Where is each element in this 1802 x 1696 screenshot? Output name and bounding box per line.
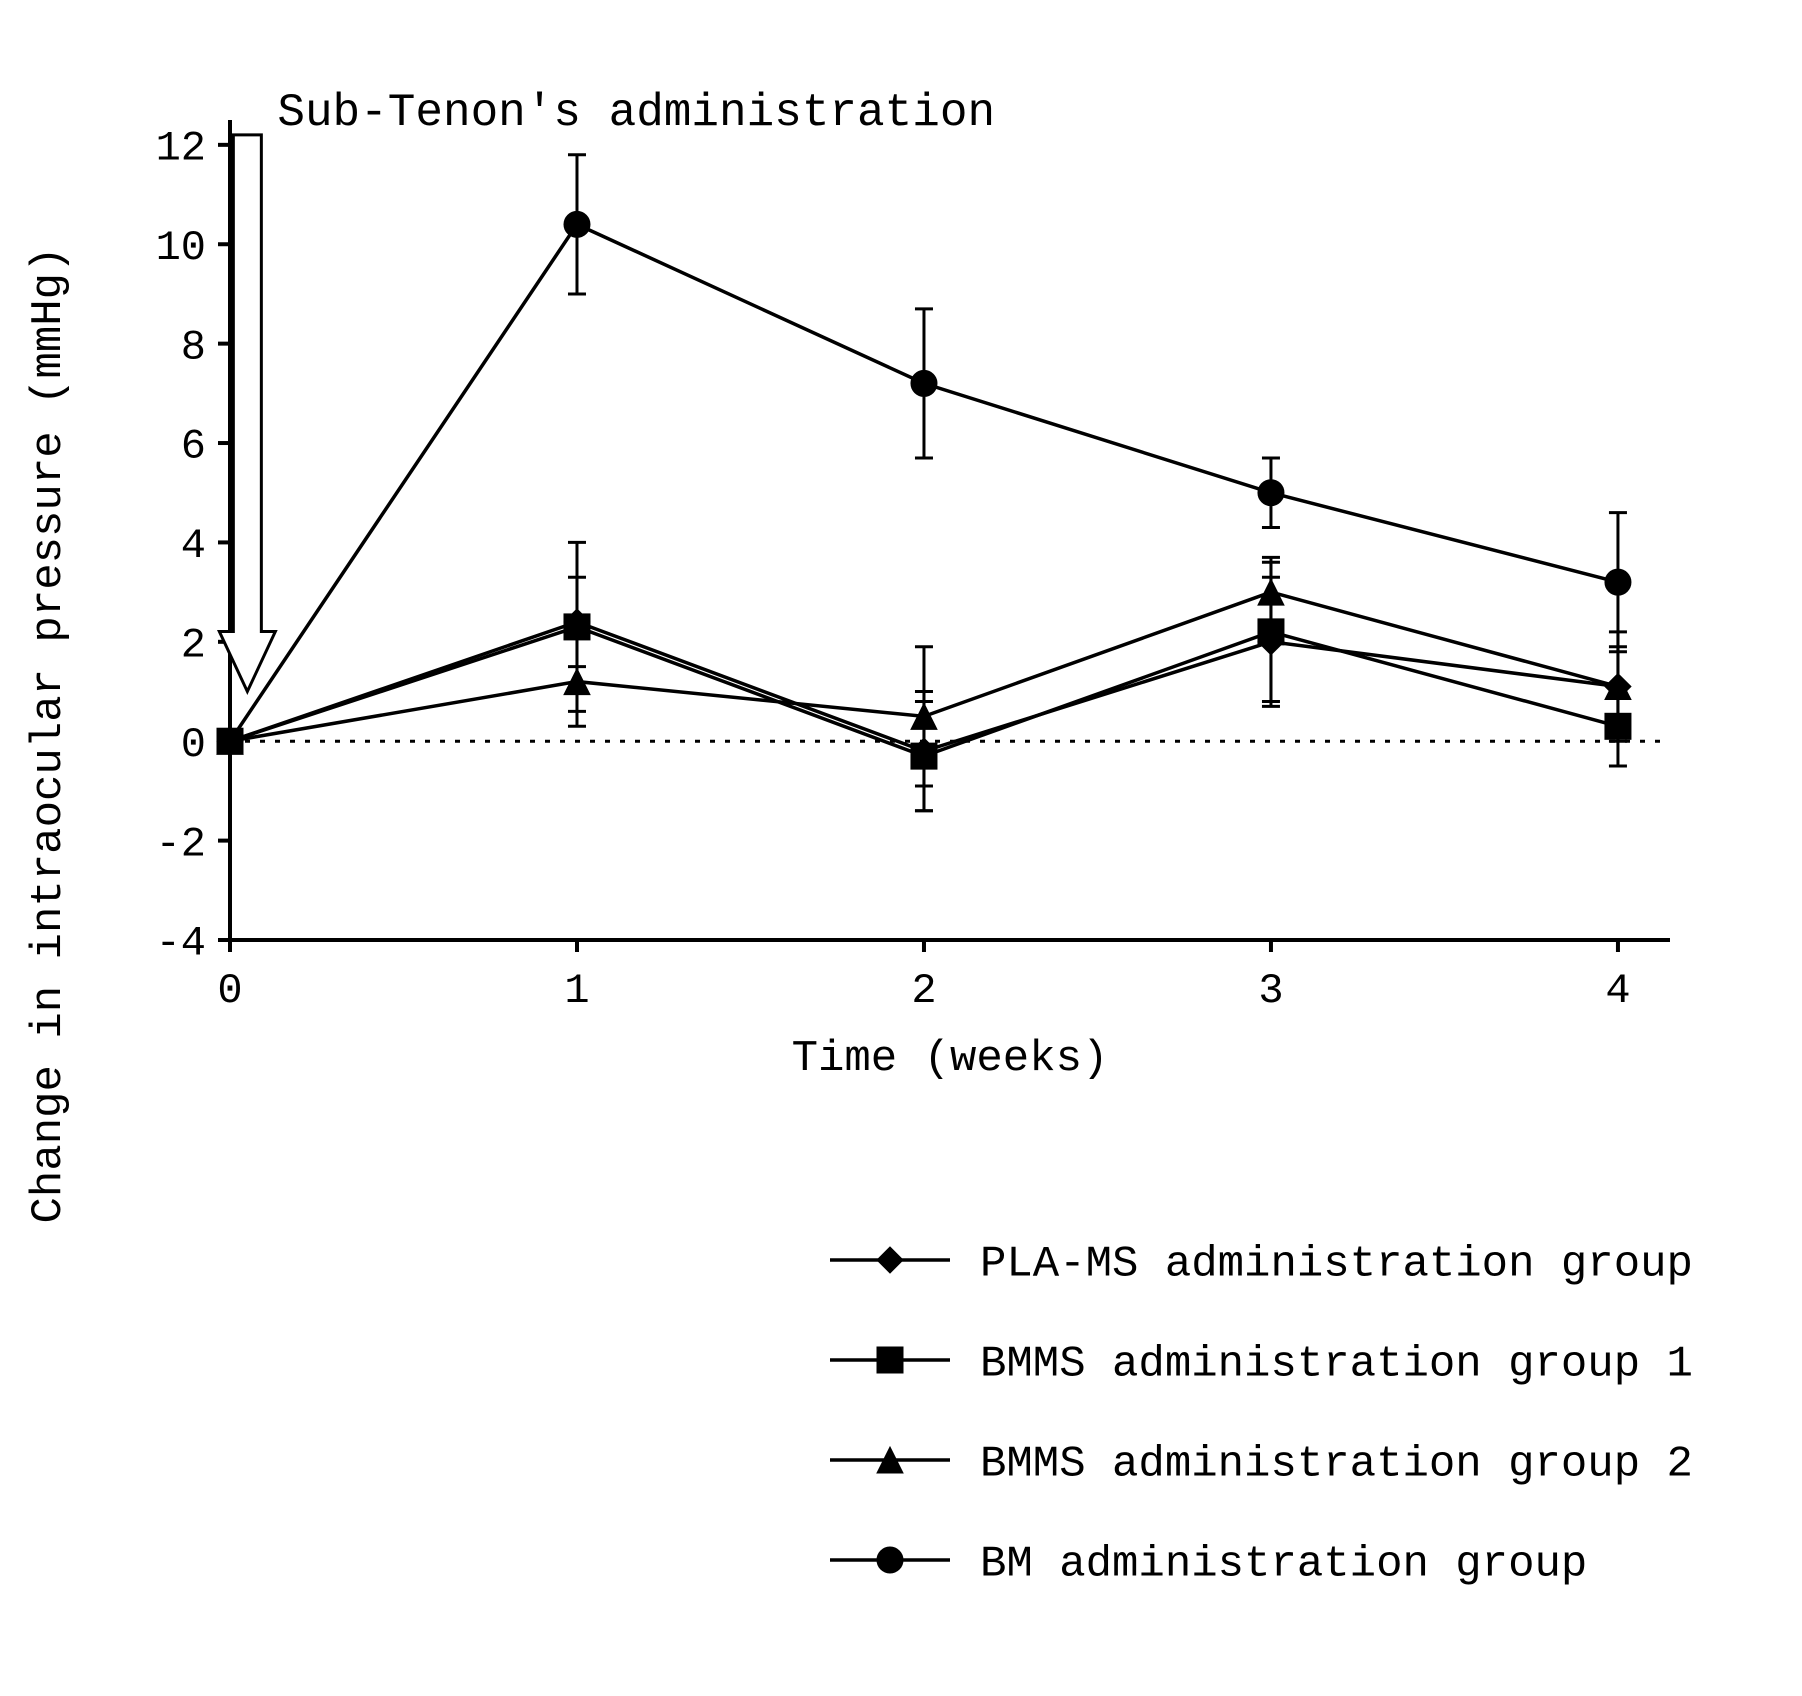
y-tick-label: 4 [181, 522, 206, 570]
y-axis-label: Change in intraocular pressure (mmHg) [24, 247, 74, 1224]
administration-arrow-icon [219, 135, 275, 692]
legend-label: BMMS administration group 1 [980, 1339, 1693, 1389]
x-tick-label: 0 [217, 967, 242, 1015]
marker-circle-icon [911, 370, 937, 396]
legend-label: PLA-MS administration group [980, 1239, 1693, 1289]
legend-item-bmms1: BMMS administration group 1 [830, 1339, 1693, 1389]
legend-item-bm: BM administration group [830, 1539, 1587, 1589]
marker-circle-icon [1258, 480, 1284, 506]
legend-item-bmms2: BMMS administration group 2 [830, 1439, 1693, 1489]
x-tick-label: 2 [911, 967, 936, 1015]
y-tick-label: 2 [181, 622, 206, 670]
x-axis-label: Time (weeks) [792, 1034, 1109, 1084]
scientific-line-chart: { "chart": { "type": "line", "title_anno… [0, 0, 1802, 1696]
chart-svg: -4-202468101201234Sub-Tenon's administra… [0, 0, 1802, 1696]
marker-square-icon [877, 1347, 903, 1373]
chart-annotation-label: Sub-Tenon's administration [277, 87, 995, 139]
y-tick-label: 10 [156, 224, 206, 272]
x-tick-label: 1 [564, 967, 589, 1015]
marker-diamond-icon [877, 1247, 903, 1273]
y-tick-label: -2 [156, 820, 206, 868]
legend-label: BM administration group [980, 1539, 1587, 1589]
marker-circle-icon [877, 1547, 903, 1573]
y-tick-label: 6 [181, 423, 206, 471]
marker-circle-icon [564, 211, 590, 237]
legend-label: BMMS administration group 2 [980, 1439, 1693, 1489]
marker-triangle-icon [1258, 579, 1284, 605]
marker-circle-icon [217, 728, 243, 754]
x-tick-label: 4 [1605, 967, 1630, 1015]
y-tick-label: -4 [156, 920, 206, 968]
marker-circle-icon [1605, 569, 1631, 595]
y-tick-label: 0 [181, 721, 206, 769]
y-tick-label: 8 [181, 323, 206, 371]
y-tick-label: 12 [156, 125, 206, 173]
x-tick-label: 3 [1258, 967, 1283, 1015]
legend-item-pla_ms: PLA-MS administration group [830, 1239, 1693, 1289]
